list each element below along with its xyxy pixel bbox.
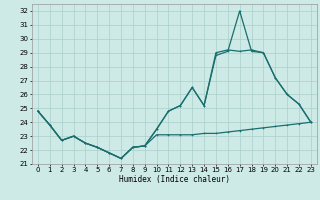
X-axis label: Humidex (Indice chaleur): Humidex (Indice chaleur) [119, 175, 230, 184]
